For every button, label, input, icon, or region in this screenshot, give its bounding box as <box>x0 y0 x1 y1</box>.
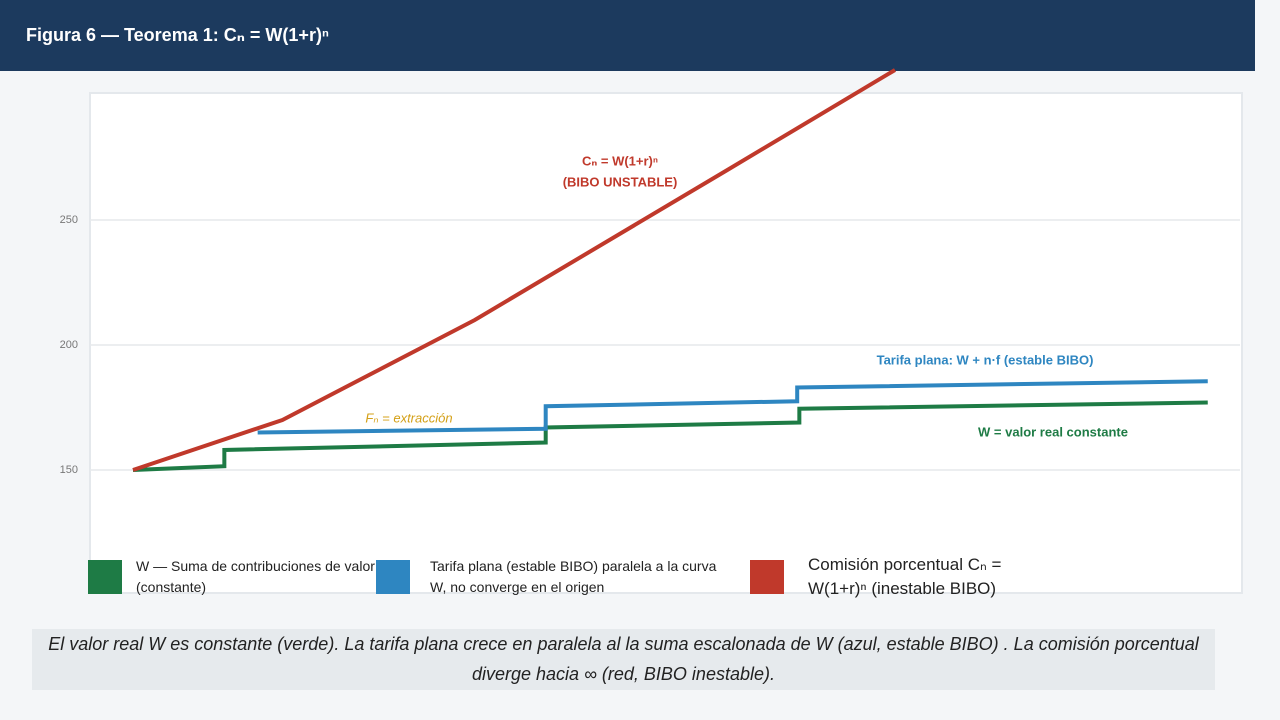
chart-title: Figura 6 — Teorema 1: Cₙ = W(1+r)ⁿ <box>26 25 329 45</box>
plot-area <box>89 92 1243 594</box>
annotation: W = valor real constante <box>978 424 1128 439</box>
series-line <box>132 68 897 472</box>
series-line <box>132 400 1208 472</box>
series-line <box>257 379 1208 435</box>
legend-label: W — Suma de contribuciones de valor (con… <box>136 558 375 595</box>
legend-label: Tarifa plana (estable BIBO) paralela a l… <box>430 558 717 595</box>
caption: El valor real W es constante (verde). La… <box>32 629 1215 690</box>
annotation: Tarifa plana: W + n·f (estable BIBO) <box>877 352 1094 367</box>
legend-swatch <box>376 560 410 594</box>
y-tick-label: 250 <box>60 214 78 226</box>
legend-swatch <box>88 560 122 594</box>
y-tick-label: 150 <box>60 464 78 476</box>
legend-label: Comisión porcentual Cₙ = W(1+r)ⁿ (inesta… <box>808 555 1002 598</box>
header-bar <box>0 0 1255 71</box>
annotation: (BIBO UNSTABLE) <box>563 174 678 189</box>
annotation: Fₙ = extracción <box>365 410 452 425</box>
annotation: Cₙ = W(1+r)ⁿ <box>582 153 658 168</box>
legend-swatch <box>750 560 784 594</box>
y-tick-label: 200 <box>60 339 78 351</box>
